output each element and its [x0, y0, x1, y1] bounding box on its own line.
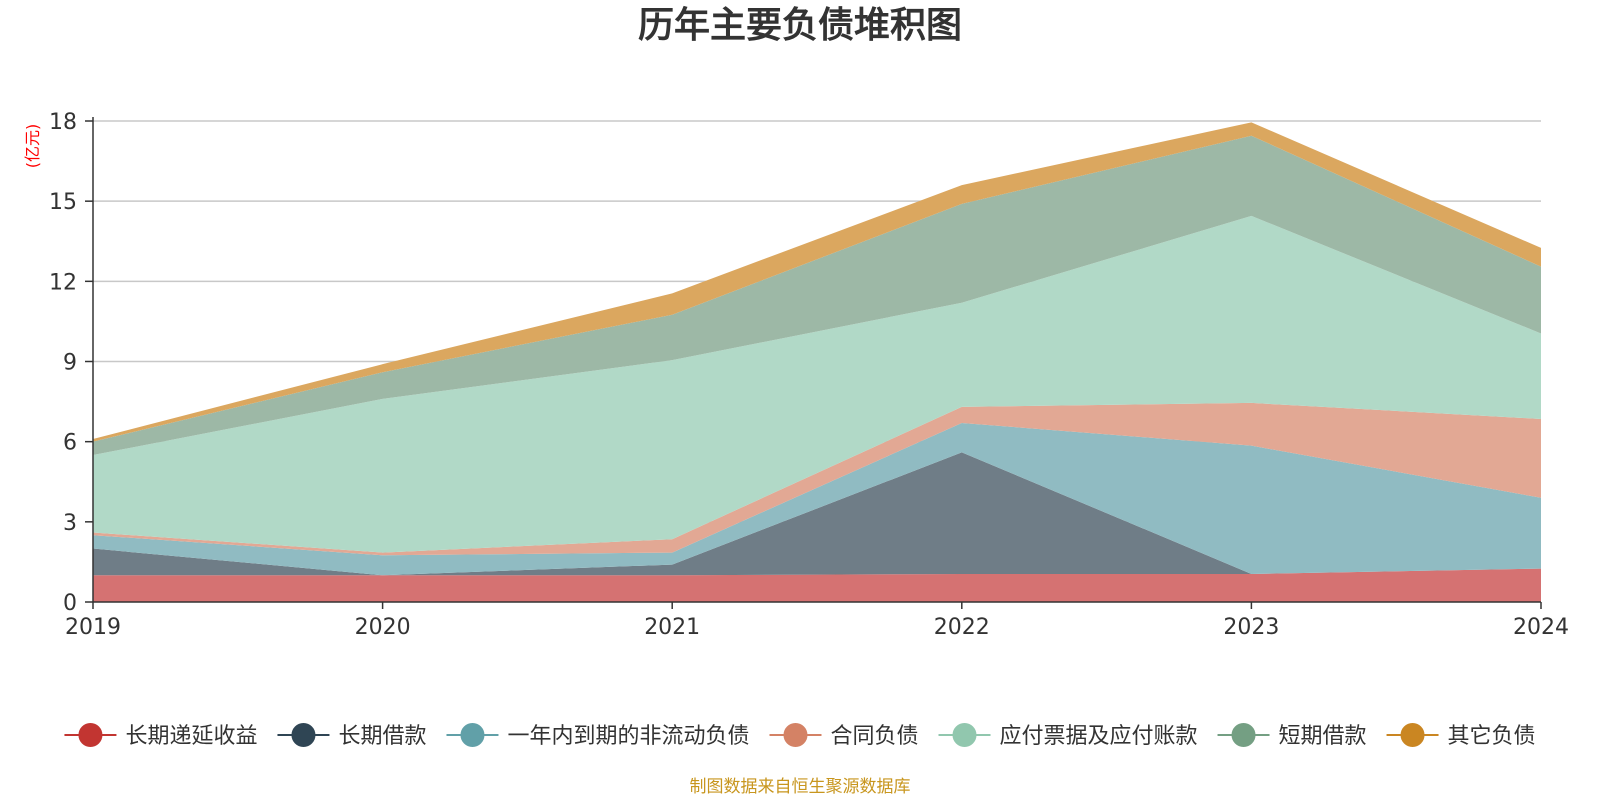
x-tick-label: 2022 [934, 615, 990, 640]
legend-circle-icon [952, 723, 977, 747]
legend-label: 长期借款 [338, 724, 426, 749]
legend-circle-icon [291, 723, 316, 747]
legend-label: 一年内到期的非流动负债 [507, 724, 749, 749]
legend-item-3[interactable]: 一年内到期的非流动负债 [446, 723, 749, 749]
legend-item-5[interactable]: 应付票据及应付账款 [938, 723, 1198, 749]
y-tick-label: 12 [49, 270, 77, 295]
area-series-6[interactable] [93, 135, 1541, 456]
legend-label: 其它负债 [1448, 724, 1536, 749]
legend-label: 合同负债 [830, 724, 918, 749]
x-tick-label: 2021 [644, 615, 700, 640]
area-series-group [93, 122, 1541, 602]
x-tick-label: 2020 [355, 615, 411, 640]
legend-label: 短期借款 [1279, 724, 1367, 749]
data-source-note: 制图数据来自恒生聚源数据库 [690, 777, 911, 797]
x-axis-ticks: 2019 2020 2021 2022 2023 2024 [65, 602, 1569, 640]
legend-circle-icon [1400, 723, 1425, 747]
area-series-5[interactable] [93, 215, 1541, 553]
area-series-4[interactable] [93, 402, 1541, 556]
legend-circle-icon [78, 723, 103, 747]
y-axis-ticks: 0 3 6 9 12 15 18 [49, 110, 93, 616]
legend-circle-icon [1231, 723, 1256, 747]
y-tick-label: 0 [63, 591, 77, 616]
legend-item-4[interactable]: 合同负债 [769, 723, 919, 749]
x-tick-label: 2023 [1223, 615, 1279, 640]
area-series-1[interactable] [93, 568, 1541, 602]
legend-label: 应付票据及应付账款 [1000, 724, 1198, 749]
legend-item-2[interactable]: 长期借款 [277, 723, 426, 749]
legend-item-6[interactable]: 短期借款 [1217, 723, 1367, 749]
x-tick-label: 2019 [65, 615, 121, 640]
x-tick-label: 2024 [1513, 615, 1569, 640]
legend-label: 长期递延收益 [125, 724, 257, 749]
legend-circle-icon [783, 723, 808, 747]
chart-title: 历年主要负债堆积图 [638, 5, 962, 46]
y-tick-label: 3 [63, 511, 77, 536]
y-tick-label: 18 [49, 110, 77, 135]
y-tick-label: 6 [63, 431, 77, 456]
area-series-2[interactable] [93, 452, 1541, 576]
legend-circle-icon [460, 723, 485, 747]
y-tick-label: 9 [63, 351, 77, 376]
y-tick-label: 15 [49, 190, 77, 215]
legend[interactable]: 长期递延收益 长期借款 一年内到期的非流动负债 合同负债 应付票据及应付账款 短期借款 其它… [64, 723, 1536, 749]
legend-item-1[interactable]: 长期递延收益 [64, 723, 257, 749]
area-series-3[interactable] [93, 422, 1541, 576]
y-axis-unit-label: (亿元) [23, 124, 42, 169]
legend-item-7[interactable]: 其它负债 [1386, 723, 1536, 749]
